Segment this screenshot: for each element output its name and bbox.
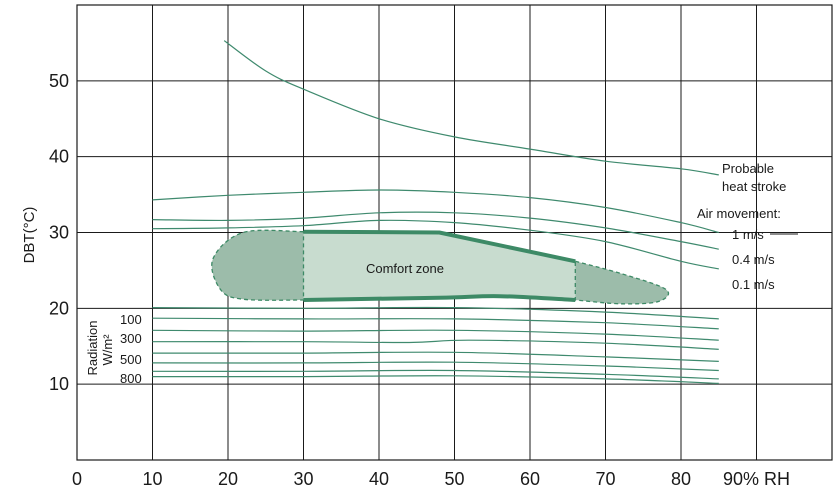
curve-4 [152, 219, 719, 270]
heat-stroke-label-line2: heat stroke [722, 179, 786, 194]
curve-7 [152, 329, 719, 341]
curve-12 [152, 375, 719, 384]
y-axis: 10 20 30 40 50 [49, 71, 69, 394]
heat-stroke-label-line1: Probable [722, 161, 774, 176]
curve-1 [223, 40, 719, 176]
x-axis: 0 10 20 30 40 50 60 70 80 90% RH [72, 469, 790, 489]
x-tick-label: 80 [671, 469, 691, 489]
curve-9 [152, 351, 719, 362]
radiation-title-line1: Radiation [85, 321, 100, 376]
grid [77, 5, 832, 460]
air-speed-label-2: 0.4 m/s [732, 252, 775, 267]
curve-8 [152, 339, 719, 350]
radiation-title-line2: W/m² [100, 334, 115, 366]
comfort-zone-upper-limit [303, 229, 576, 264]
y-tick-label: 20 [49, 298, 69, 318]
x-tick-label: 10 [142, 469, 162, 489]
curve-10 [152, 361, 719, 372]
radiation-label-800: 800 [120, 371, 142, 386]
comfort-zone-label: Comfort zone [366, 261, 444, 276]
curves [152, 40, 719, 384]
comfort-zone-lower-limit [303, 294, 576, 302]
curve-11 [152, 369, 719, 380]
x-tick-label: 30 [293, 469, 313, 489]
air-speed-label-3: 0.1 m/s [732, 277, 775, 292]
x-tick-label: 90% RH [723, 469, 790, 489]
x-tick-label: 60 [520, 469, 540, 489]
comfort-zone [211, 229, 670, 305]
air-movement-title: Air movement: [697, 206, 781, 221]
curve-3 [152, 211, 719, 250]
comfort-zone-right-extension [574, 260, 670, 305]
y-tick-label: 50 [49, 71, 69, 91]
y-tick-label: 30 [49, 223, 69, 243]
curve-2 [152, 189, 719, 234]
x-tick-label: 50 [444, 469, 464, 489]
air-speed-label-1: 1 m/s [732, 227, 764, 242]
comfort-zone-left-extension [211, 229, 305, 301]
y-tick-label: 40 [49, 147, 69, 167]
x-tick-label: 40 [369, 469, 389, 489]
radiation-label-100: 100 [120, 312, 142, 327]
y-tick-label: 10 [49, 374, 69, 394]
y-axis-label: DBT(°C) [21, 207, 38, 264]
curve-6 [152, 317, 719, 330]
radiation-label-500: 500 [120, 352, 142, 367]
radiation-label-300: 300 [120, 331, 142, 346]
curve-5 [152, 306, 719, 320]
x-tick-label: 0 [72, 469, 82, 489]
x-tick-label: 70 [595, 469, 615, 489]
x-tick-label: 20 [218, 469, 238, 489]
